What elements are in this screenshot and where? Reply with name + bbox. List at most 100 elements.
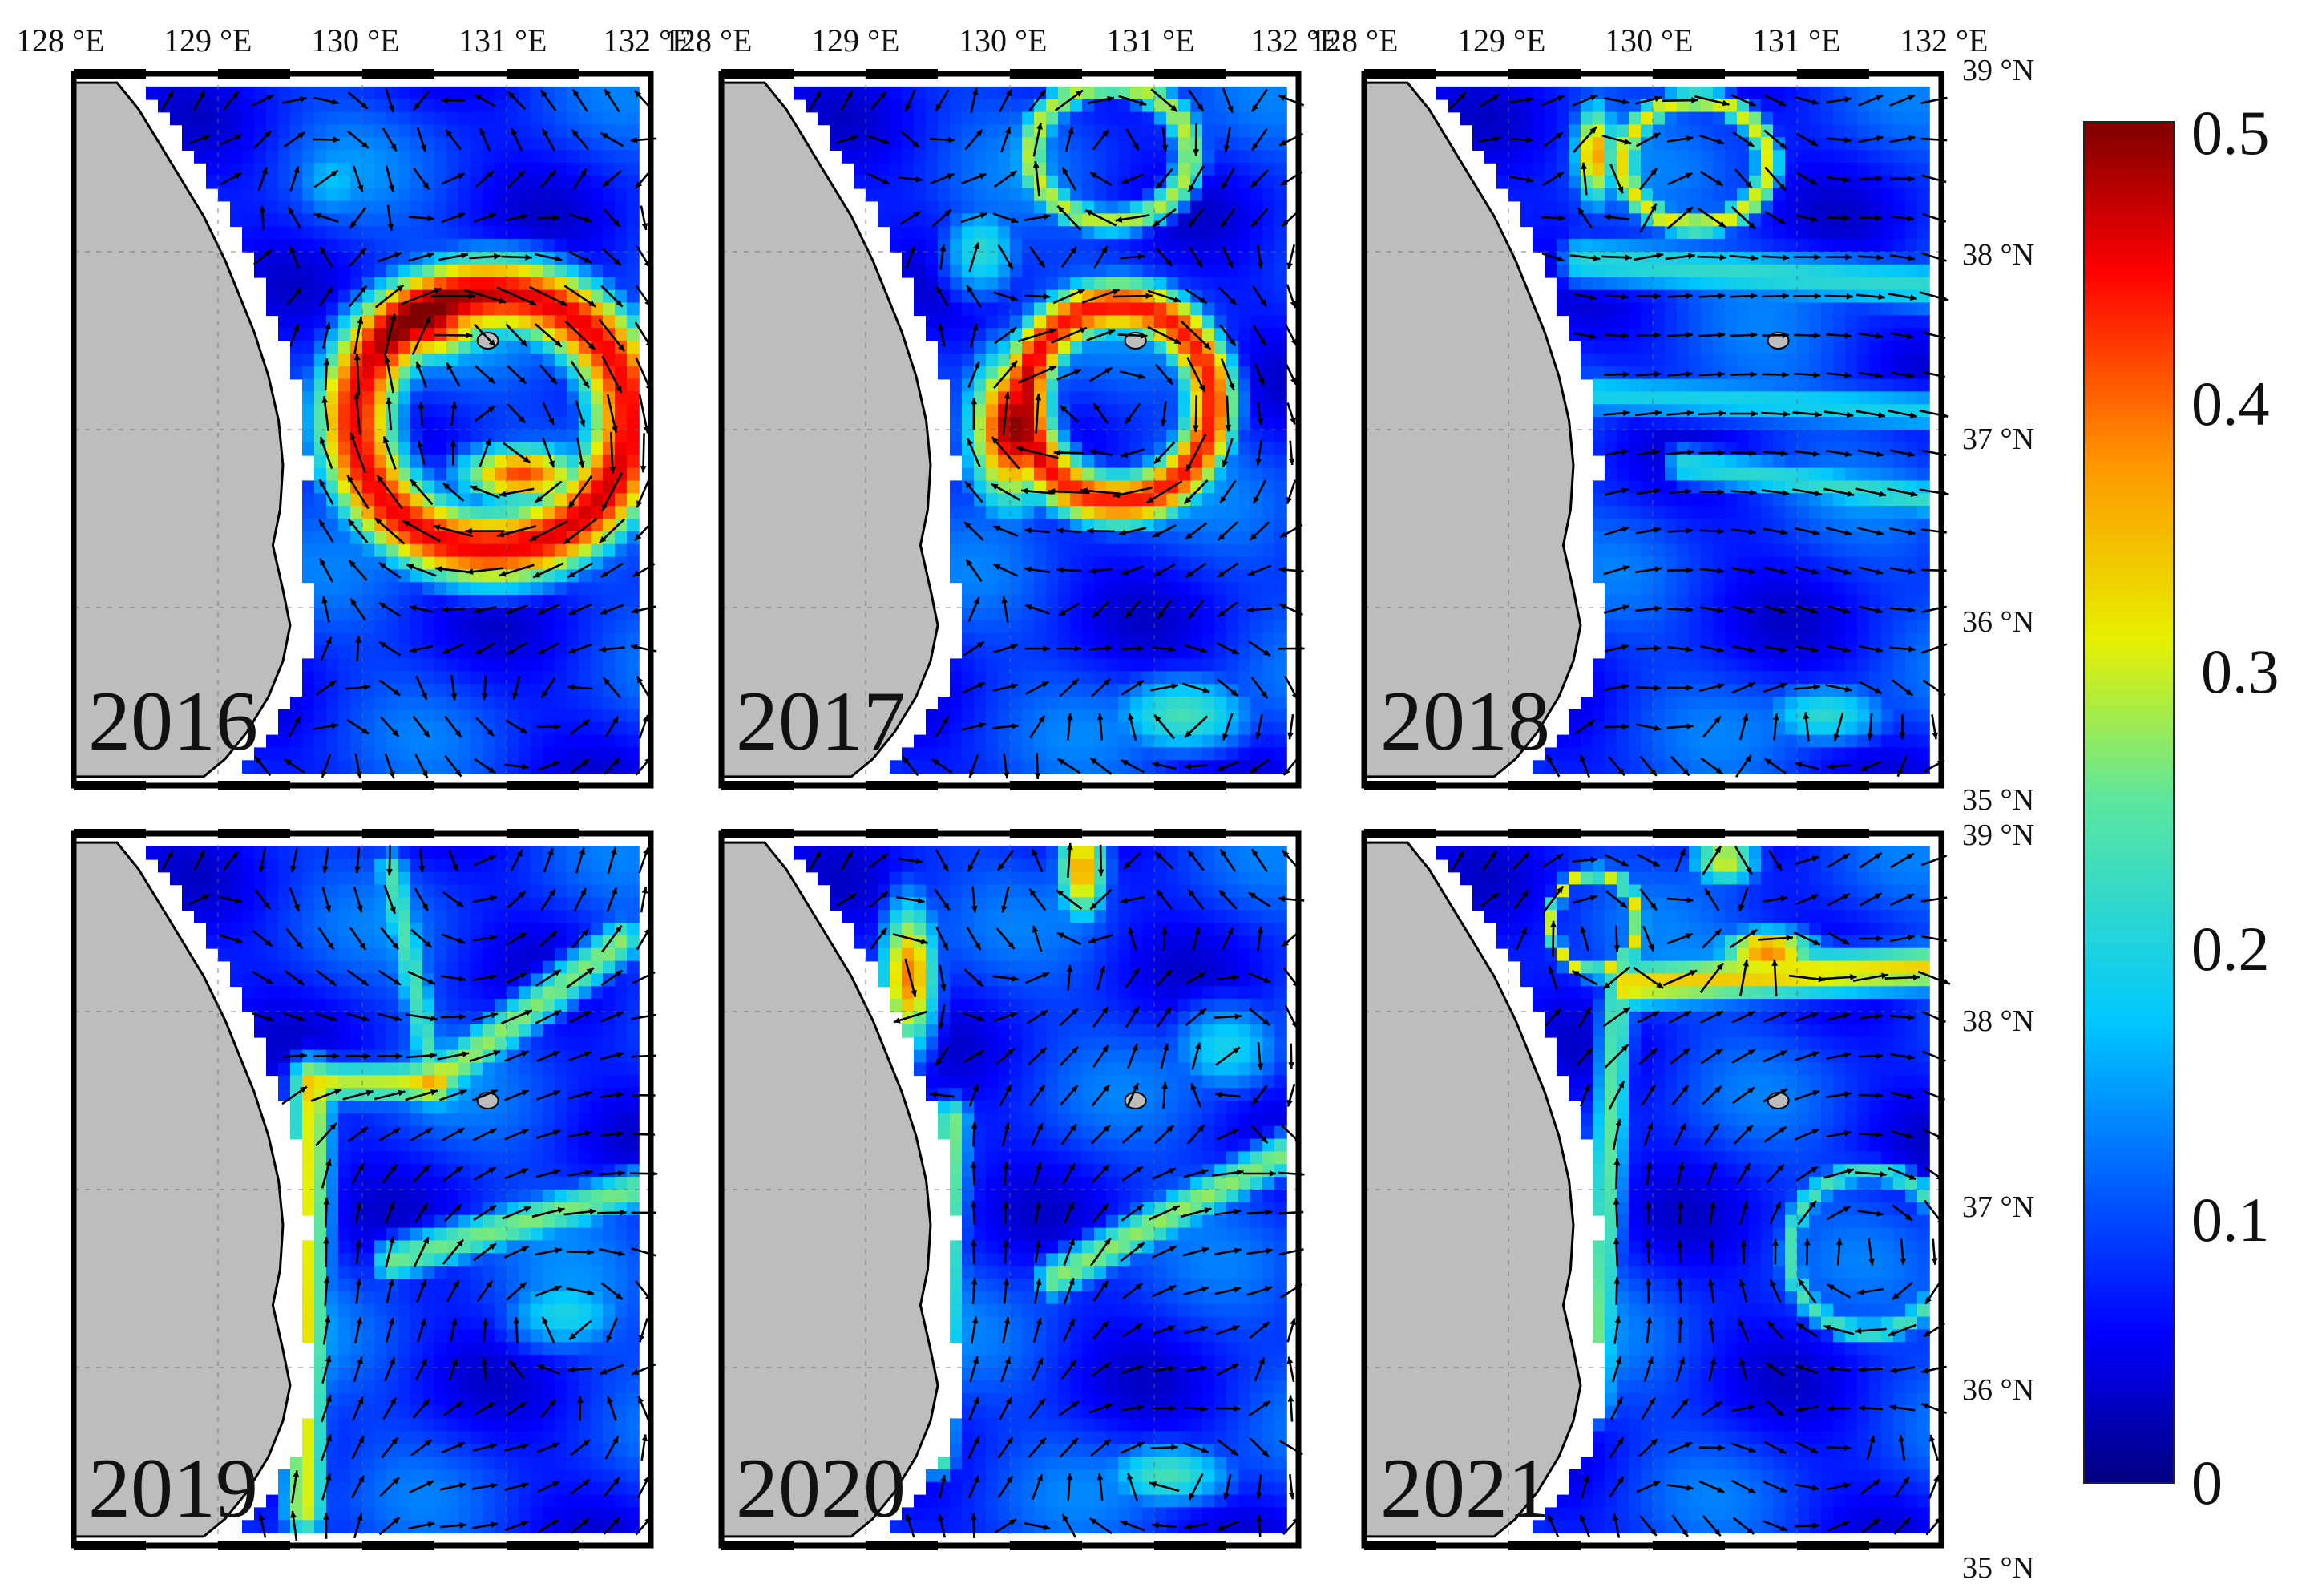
current-arrow	[430, 293, 476, 300]
current-arrow	[313, 722, 339, 730]
current-arrow	[1603, 97, 1630, 105]
current-arrow	[413, 167, 430, 191]
current-arrow	[1285, 364, 1298, 386]
current-arrow	[1480, 93, 1500, 107]
current-arrow	[1478, 135, 1501, 143]
current-arrow	[638, 714, 649, 739]
current-arrow	[1694, 95, 1730, 107]
current-arrow	[1032, 122, 1043, 157]
current-arrow	[442, 482, 465, 502]
current-arrow	[1217, 601, 1238, 618]
current-arrow	[1018, 365, 1057, 384]
current-arrow	[1541, 215, 1565, 222]
current-arrow	[1150, 88, 1178, 113]
current-arrow	[441, 172, 466, 185]
current-arrow	[450, 675, 458, 701]
current-arrow	[1699, 568, 1725, 574]
current-arrow	[575, 400, 586, 427]
current-arrow	[640, 433, 647, 473]
current-arrow	[1732, 131, 1755, 148]
current-arrow	[967, 361, 980, 388]
current-arrow	[1086, 329, 1116, 341]
current-arrow	[1256, 244, 1264, 269]
current-arrow	[870, 91, 887, 111]
current-arrow	[503, 442, 531, 464]
current-arrow	[496, 286, 537, 306]
current-arrow	[1184, 288, 1208, 305]
current-arrow	[1147, 325, 1181, 345]
current-arrow	[563, 285, 597, 308]
current-arrow	[1125, 600, 1141, 619]
current-arrow	[349, 207, 367, 229]
current-arrow	[1794, 527, 1820, 536]
current-arrow	[1088, 448, 1113, 456]
current-arrow	[1603, 371, 1630, 378]
current-arrow	[1248, 640, 1271, 657]
colorbar-tick-0.5: 0.5	[2191, 98, 2270, 168]
current-arrow	[1252, 325, 1267, 346]
year-label-2017: 2017	[736, 674, 906, 768]
current-arrow	[313, 212, 339, 223]
current-arrow	[345, 684, 371, 691]
current-arrow	[971, 398, 977, 430]
current-arrow	[1121, 680, 1145, 696]
current-arrow	[1188, 600, 1205, 620]
current-arrow	[532, 562, 564, 579]
current-arrow	[1147, 289, 1181, 303]
current-arrow	[435, 565, 471, 574]
current-arrow	[1608, 755, 1625, 777]
current-arrow	[603, 677, 621, 698]
current-arrow	[1667, 332, 1693, 338]
current-arrow	[1795, 566, 1819, 575]
current-arrow	[1603, 565, 1630, 576]
current-arrow	[318, 557, 334, 583]
current-arrow	[898, 176, 923, 183]
ulleung-island	[1767, 1092, 1790, 1109]
current-arrow	[1697, 208, 1726, 228]
current-arrow	[1252, 285, 1267, 307]
current-arrow	[1121, 644, 1145, 652]
current-arrow	[386, 204, 394, 232]
current-arrow	[348, 285, 368, 308]
current-arrow	[1002, 391, 1011, 436]
current-arrow	[1795, 132, 1819, 147]
current-arrow	[1222, 87, 1234, 114]
current-arrow	[1763, 566, 1787, 575]
current-arrow	[902, 755, 919, 777]
current-arrow	[512, 676, 521, 700]
current-arrow	[1764, 211, 1787, 225]
current-arrow	[320, 636, 333, 661]
current-arrow	[563, 517, 598, 545]
current-arrow	[1637, 449, 1660, 456]
map-panel-2020: 2020	[718, 829, 1305, 1550]
current-arrow	[1113, 487, 1153, 499]
current-arrow	[1125, 128, 1140, 151]
lon-label-129-a: 129 °E	[164, 22, 252, 59]
current-arrow	[374, 517, 406, 545]
current-arrow	[354, 753, 362, 779]
current-arrow	[1121, 565, 1145, 576]
lat-label-38-top: 38 °N	[1962, 238, 2034, 272]
current-arrow	[1638, 167, 1658, 191]
current-arrow	[1729, 254, 1759, 261]
lat-label-39-bottom: 39 °N	[1962, 818, 2034, 852]
current-arrow	[1803, 712, 1810, 742]
current-arrow	[382, 436, 397, 470]
current-arrow	[576, 437, 585, 468]
current-arrow	[1639, 203, 1658, 233]
current-arrow	[1250, 208, 1269, 228]
current-arrow	[1509, 96, 1533, 103]
current-arrow	[1795, 214, 1819, 222]
current-arrow	[1572, 94, 1598, 107]
current-arrow	[1250, 88, 1268, 112]
current-arrow	[1288, 440, 1295, 466]
current-arrow	[1730, 293, 1758, 300]
current-arrow	[1794, 684, 1821, 690]
current-arrow	[411, 315, 431, 355]
current-arrow	[1667, 527, 1693, 534]
current-arrow	[1731, 644, 1756, 653]
current-arrow	[507, 403, 527, 424]
current-arrow	[349, 247, 367, 267]
current-arrow	[930, 172, 955, 185]
current-arrow	[1666, 410, 1694, 417]
